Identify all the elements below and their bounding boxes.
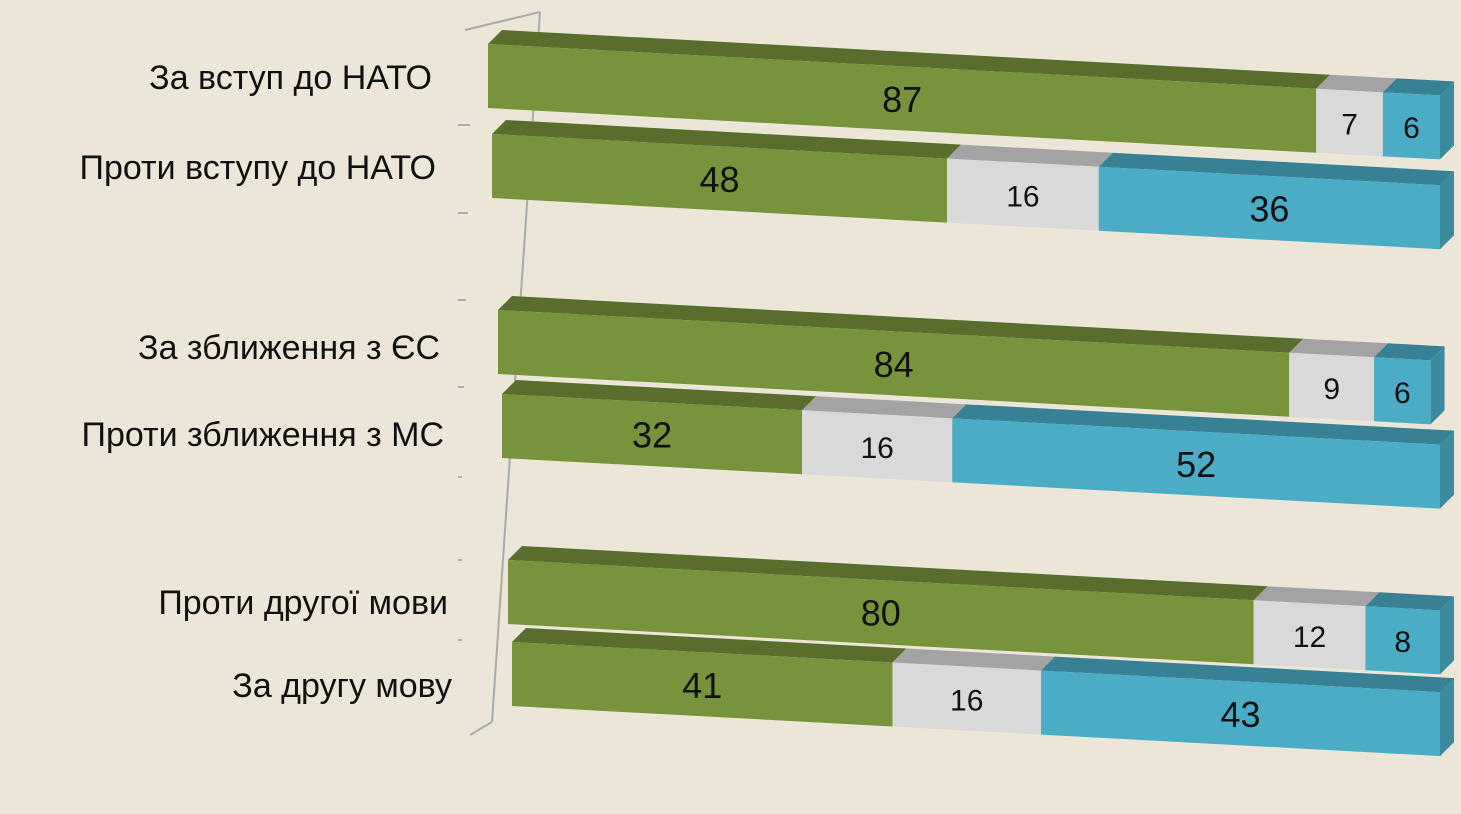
category-label: За другу мову (232, 667, 452, 705)
bar-segment (1040, 670, 1440, 757)
value-label: 43 (1220, 694, 1260, 735)
value-label: 52 (1176, 444, 1216, 485)
bar-top (1374, 343, 1445, 361)
bar-side (1440, 81, 1454, 160)
value-label: 80 (861, 593, 901, 634)
bar-segment (802, 410, 953, 483)
bar-top (1382, 78, 1454, 96)
value-label: 6 (1403, 112, 1420, 145)
bar-segment (498, 310, 1290, 417)
bar-segment (1382, 92, 1440, 160)
bar-side (1440, 678, 1454, 757)
value-label: 12 (1293, 621, 1326, 654)
bar-top (492, 120, 962, 159)
bar-top (1253, 586, 1380, 607)
value-label: 16 (950, 684, 983, 717)
bar-top (1040, 656, 1454, 693)
bar-top (1289, 338, 1389, 358)
bar-side (1440, 430, 1454, 509)
bar-top (502, 380, 817, 411)
bar-side (1430, 346, 1445, 425)
value-label: 16 (1006, 181, 1039, 214)
bar-top (1365, 592, 1454, 611)
bar-top (892, 648, 1055, 671)
value-label: 9 (1323, 373, 1340, 406)
value-label: 87 (882, 79, 922, 120)
category-label: За зближення з ЄС (138, 329, 440, 367)
bar-segment (488, 44, 1317, 153)
bar-top (512, 628, 907, 663)
bar-top (488, 30, 1331, 89)
category-label: Проти зближення з МС (82, 416, 444, 454)
bar-segment (1253, 600, 1366, 671)
bar-segment (947, 158, 1099, 231)
bar-top (947, 144, 1113, 167)
value-label: 7 (1341, 108, 1358, 141)
category-label: Проти вступу до НАТО (80, 149, 436, 187)
value-label: 36 (1249, 188, 1289, 229)
bar-segment (508, 560, 1254, 665)
value-label: 16 (861, 432, 894, 465)
bar-top (498, 296, 1304, 353)
bar-segment (1316, 88, 1383, 157)
bar-side (1440, 171, 1454, 250)
bar-top (508, 546, 1268, 601)
value-label: 8 (1394, 626, 1411, 659)
bar-segment (952, 418, 1440, 509)
bar-segment (512, 642, 893, 727)
value-label: 48 (699, 159, 739, 200)
value-label: 6 (1394, 377, 1411, 410)
bar-top (1098, 152, 1454, 186)
category-label: За вступ до НАТО (149, 59, 432, 97)
value-label: 41 (682, 665, 722, 706)
bar-segment (502, 394, 803, 475)
bar-segment (1289, 352, 1375, 422)
value-label: 32 (632, 415, 672, 456)
bar-top (802, 396, 967, 419)
bar-side (1440, 596, 1454, 675)
bar-top (952, 404, 1454, 445)
value-label: 84 (874, 344, 914, 385)
bar-segment (892, 662, 1041, 735)
bar-segment (492, 134, 948, 223)
bar-segment (1365, 606, 1440, 675)
bar-segment (1098, 166, 1440, 250)
category-label: Проти другої мови (158, 584, 448, 622)
bar-top (1316, 74, 1397, 93)
bar-segment (1374, 357, 1431, 425)
